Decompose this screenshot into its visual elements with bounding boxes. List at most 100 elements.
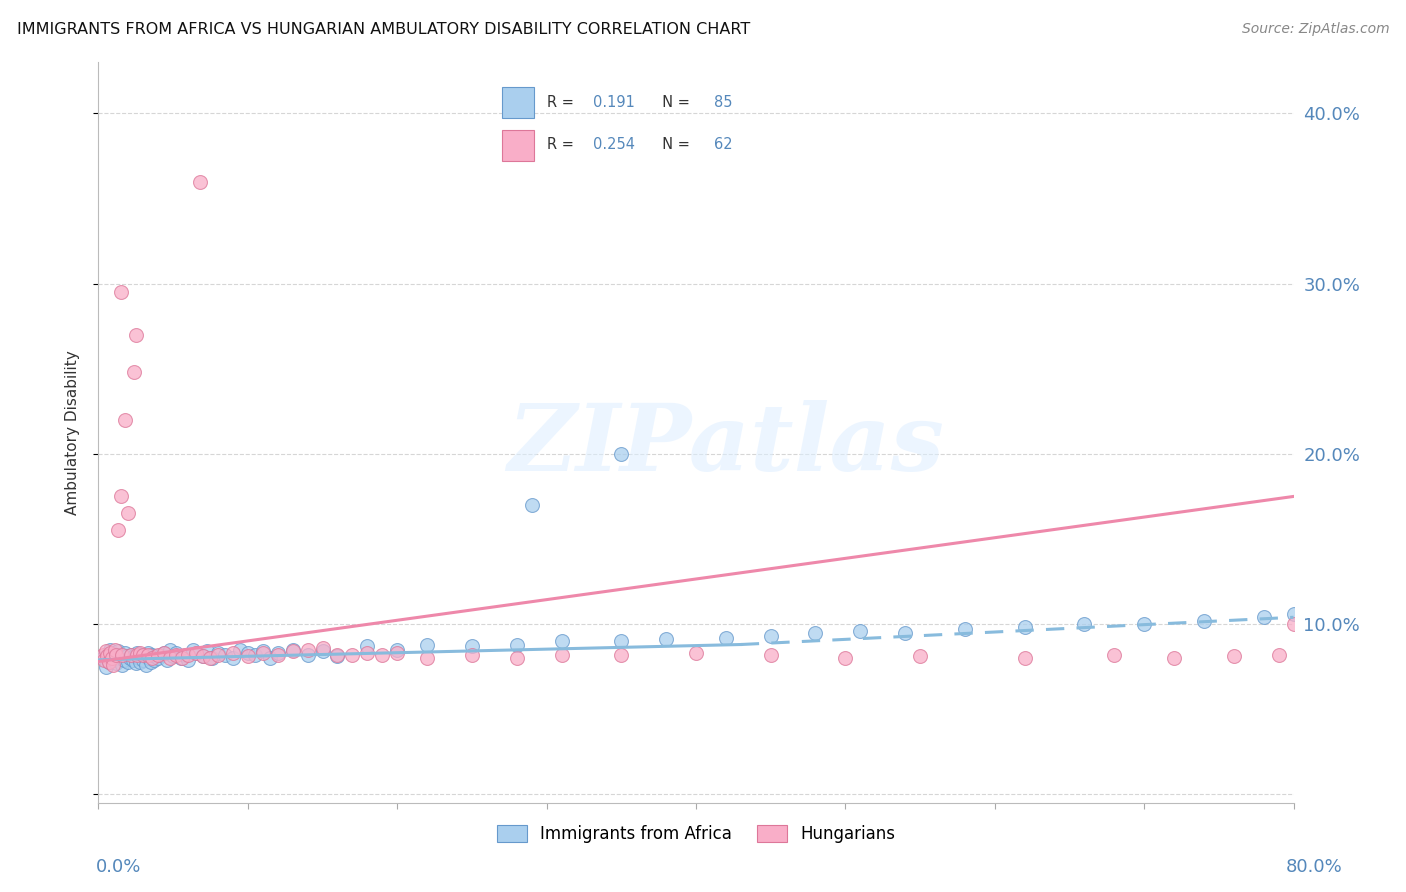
Text: IMMIGRANTS FROM AFRICA VS HUNGARIAN AMBULATORY DISABILITY CORRELATION CHART: IMMIGRANTS FROM AFRICA VS HUNGARIAN AMBU…: [17, 22, 751, 37]
Point: [139, 655, 162, 669]
Point: [371, 648, 394, 662]
Point: [91, 651, 114, 665]
Point: [143, 649, 166, 664]
Point: [120, 648, 142, 662]
Point: [1014, 651, 1036, 665]
Point: [834, 651, 856, 665]
Point: [191, 649, 214, 664]
Point: [267, 646, 290, 660]
Point: [148, 651, 170, 665]
Point: [118, 651, 141, 665]
Point: [105, 648, 128, 662]
Point: [135, 657, 157, 672]
Point: [181, 642, 204, 657]
Point: [297, 642, 319, 657]
Point: [222, 651, 245, 665]
Point: [150, 648, 173, 662]
Y-axis label: Ambulatory Disability: Ambulatory Disability: [65, 351, 80, 515]
Point: [105, 657, 128, 671]
Point: [267, 648, 290, 662]
Point: [104, 649, 127, 664]
Point: [104, 642, 127, 657]
Point: [953, 622, 976, 636]
Point: [101, 651, 124, 665]
Point: [177, 648, 200, 662]
Point: [110, 285, 132, 300]
Point: [236, 646, 259, 660]
Point: [655, 632, 678, 647]
Point: [461, 639, 484, 653]
Point: [416, 651, 439, 665]
Point: [207, 646, 229, 660]
Point: [96, 649, 118, 664]
Point: [252, 646, 274, 660]
Point: [207, 648, 229, 662]
Point: [416, 638, 439, 652]
Point: [550, 648, 572, 662]
Point: [191, 649, 214, 664]
Point: [129, 655, 152, 669]
Point: [229, 642, 252, 657]
Point: [1223, 649, 1246, 664]
Point: [93, 653, 115, 667]
Point: [134, 649, 156, 664]
Point: [201, 651, 224, 665]
Point: [101, 646, 124, 660]
Point: [141, 648, 163, 662]
Point: [120, 648, 142, 662]
Point: [1133, 617, 1156, 632]
Point: [103, 653, 125, 667]
Point: [103, 657, 125, 672]
Point: [908, 649, 931, 664]
Point: [169, 651, 191, 665]
Point: [311, 640, 333, 655]
Point: [1192, 614, 1215, 628]
Point: [107, 524, 129, 538]
Point: [112, 653, 135, 667]
Point: [385, 642, 409, 657]
Point: [714, 631, 737, 645]
Point: [128, 651, 150, 665]
Point: [96, 648, 118, 662]
Point: [461, 648, 484, 662]
Point: [281, 642, 304, 657]
Point: [165, 646, 187, 660]
Point: [162, 649, 184, 664]
Point: [94, 659, 117, 673]
Point: [94, 644, 117, 658]
Point: [132, 648, 155, 662]
Point: [506, 638, 529, 652]
Point: [759, 629, 782, 643]
Point: [114, 646, 136, 660]
Point: [110, 648, 132, 662]
Point: [281, 644, 304, 658]
Point: [111, 648, 134, 662]
Point: [142, 653, 165, 667]
Text: 0.0%: 0.0%: [96, 858, 141, 876]
Point: [506, 651, 529, 665]
Point: [849, 624, 872, 638]
Point: [385, 646, 409, 660]
Point: [297, 648, 319, 662]
Point: [127, 646, 149, 660]
Point: [259, 651, 281, 665]
Point: [111, 657, 134, 672]
Point: [356, 639, 378, 653]
Point: [1282, 607, 1305, 621]
Point: [159, 651, 181, 665]
Point: [124, 365, 146, 379]
Point: [108, 651, 131, 665]
Point: [186, 646, 208, 660]
Point: [177, 653, 200, 667]
Point: [107, 644, 129, 658]
Point: [159, 642, 181, 657]
Point: [136, 646, 159, 660]
Point: [222, 646, 245, 660]
Point: [125, 657, 148, 671]
Point: [153, 646, 176, 660]
Point: [156, 653, 179, 667]
Point: [184, 646, 207, 660]
Point: [98, 646, 122, 660]
Point: [136, 648, 159, 662]
Point: [326, 649, 349, 664]
